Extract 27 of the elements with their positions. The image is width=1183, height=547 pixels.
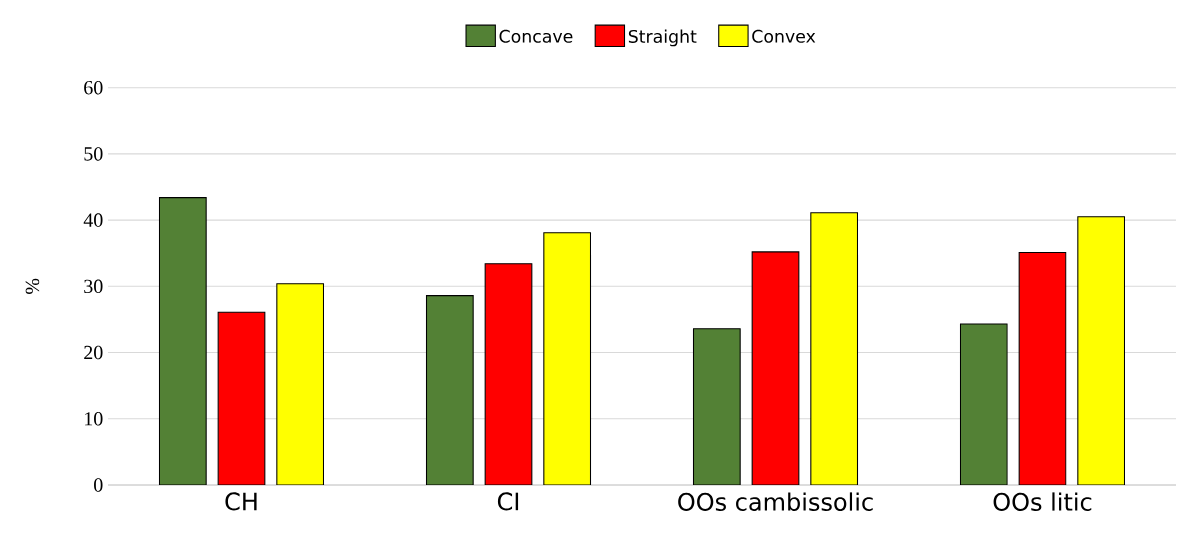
x-tick-label: OOs litic xyxy=(993,492,1092,511)
y-axis-title: % xyxy=(25,278,40,294)
x-tick-label: OOs cambissolic xyxy=(678,492,873,511)
y-tick-label: 20 xyxy=(84,345,103,360)
x-tick-label: CH xyxy=(225,492,257,511)
y-tick-label: 40 xyxy=(83,213,103,227)
legend-label: Straight xyxy=(628,29,697,47)
bar xyxy=(158,197,207,485)
y-tick-label: 0 xyxy=(94,478,103,492)
bar xyxy=(217,311,266,485)
y-tick-label: 60 xyxy=(84,80,103,95)
y-tick-label: 30 xyxy=(84,279,103,294)
y-tick-label: 10 xyxy=(85,412,103,426)
bar xyxy=(692,328,741,485)
legend-label: Convex xyxy=(752,29,816,43)
x-tick-label: CI xyxy=(497,492,519,511)
bar xyxy=(425,295,474,485)
bar xyxy=(1018,252,1067,485)
bar xyxy=(751,251,800,485)
bar xyxy=(959,323,1008,485)
bar xyxy=(484,263,533,485)
bar xyxy=(1077,216,1126,485)
bar xyxy=(543,232,592,485)
y-tick-label: 50 xyxy=(84,147,103,161)
bar xyxy=(276,283,325,485)
bar xyxy=(810,212,859,485)
legend-label: Concave xyxy=(499,29,573,43)
